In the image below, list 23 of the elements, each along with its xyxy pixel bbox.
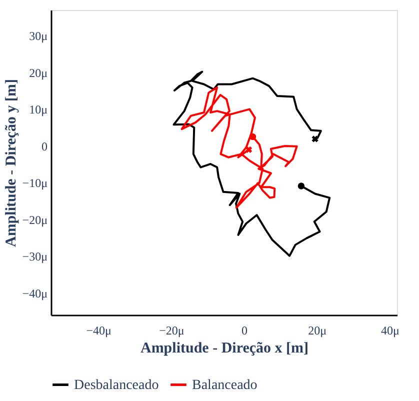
y-tick-label: −20μ xyxy=(22,212,48,227)
x-axis-title: Amplitude - Direção x [m] xyxy=(140,340,309,356)
point xyxy=(245,146,252,153)
y-tick-label: 0 xyxy=(42,139,48,154)
y-tick-label: 30μ xyxy=(29,29,48,44)
y-axis-title: Amplitude - Direção y [m] xyxy=(3,78,20,248)
y-tick-label: −30μ xyxy=(22,250,48,264)
point xyxy=(249,133,256,140)
legend-label: Desbalanceado xyxy=(74,378,159,393)
y-tick-label: −40μ xyxy=(22,286,48,300)
x-tick-label: −20μ xyxy=(159,324,184,338)
line-series xyxy=(180,86,298,209)
x-tick-label: 40μ xyxy=(380,324,400,338)
x-tick-label: 0 xyxy=(242,324,248,338)
point xyxy=(312,136,318,142)
x-tick-label: 20μ xyxy=(308,324,327,338)
legend-label: Balanceado xyxy=(192,378,258,393)
point xyxy=(298,182,305,190)
line-series xyxy=(172,70,331,257)
y-tick-label: 10μ xyxy=(29,102,48,117)
y-tick-label: −10μ xyxy=(22,176,48,190)
y-tick-label: 20μ xyxy=(29,66,48,80)
x-tick-label: −40μ xyxy=(86,324,112,338)
